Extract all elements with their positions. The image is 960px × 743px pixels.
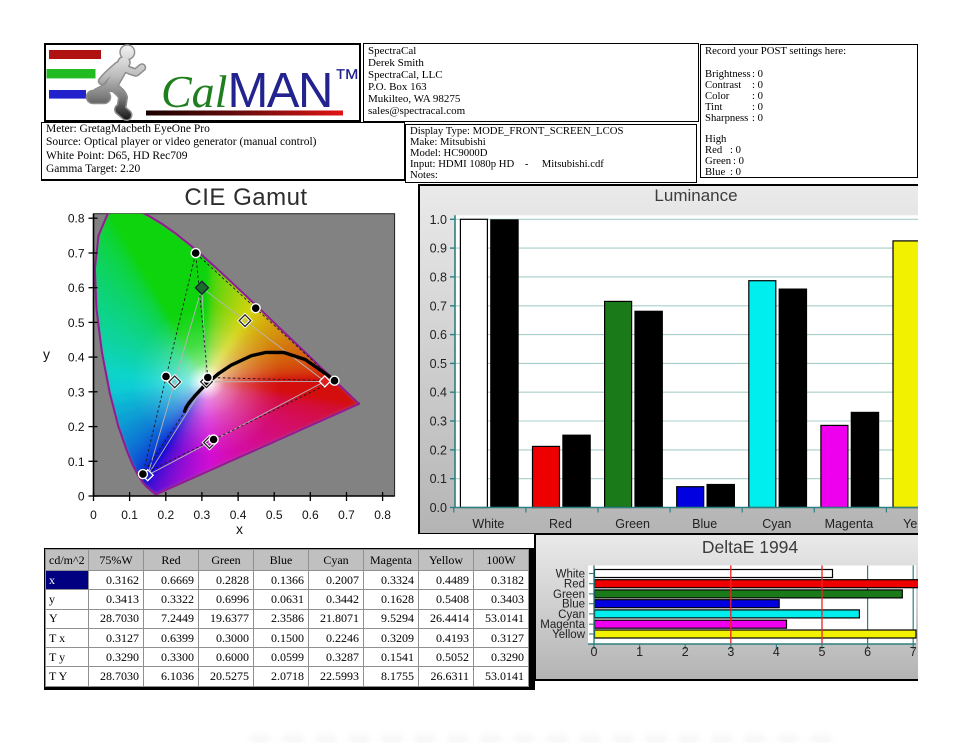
svg-text:0.2: 0.2	[430, 443, 447, 457]
svg-text:0: 0	[78, 490, 85, 504]
svg-text:0.3: 0.3	[194, 508, 211, 522]
svg-text:0.5: 0.5	[266, 508, 283, 522]
svg-text:6: 6	[864, 645, 871, 659]
svg-text:5: 5	[819, 645, 826, 659]
svg-text:0.1: 0.1	[121, 508, 138, 522]
svg-text:Cyan: Cyan	[558, 609, 585, 621]
svg-text:Green: Green	[615, 517, 650, 531]
svg-text:Blue: Blue	[692, 517, 717, 531]
svg-text:Red: Red	[549, 517, 572, 531]
svg-text:0.2: 0.2	[157, 508, 174, 522]
svg-text:2: 2	[682, 645, 689, 659]
svg-text:1.0: 1.0	[430, 213, 447, 227]
svg-text:y: y	[43, 346, 50, 362]
svg-text:0.7: 0.7	[430, 299, 447, 313]
svg-text:0: 0	[591, 645, 598, 659]
svg-text:0.1: 0.1	[430, 472, 447, 486]
svg-text:0.6: 0.6	[302, 508, 319, 522]
svg-text:White: White	[472, 517, 504, 531]
svg-text:0.5: 0.5	[68, 316, 85, 330]
svg-text:0.1: 0.1	[68, 455, 85, 469]
svg-text:0.3: 0.3	[430, 415, 447, 429]
svg-text:Magenta: Magenta	[825, 517, 874, 531]
svg-text:White: White	[556, 569, 585, 581]
svg-text:Blue: Blue	[562, 599, 585, 611]
svg-text:0.4: 0.4	[430, 386, 447, 400]
svg-text:0.4: 0.4	[230, 508, 247, 522]
svg-text:0.8: 0.8	[430, 270, 447, 284]
svg-text:7: 7	[910, 645, 917, 659]
svg-text:0.4: 0.4	[68, 351, 85, 365]
svg-text:0.8: 0.8	[374, 508, 391, 522]
svg-text:0.7: 0.7	[68, 247, 85, 261]
svg-text:0.2: 0.2	[68, 420, 85, 434]
svg-text:0: 0	[90, 508, 97, 522]
svg-text:0.3: 0.3	[68, 385, 85, 399]
svg-text:Red: Red	[564, 579, 585, 591]
svg-text:0.0: 0.0	[430, 501, 447, 515]
svg-text:3: 3	[727, 645, 734, 659]
svg-text:0.6: 0.6	[430, 328, 447, 342]
svg-text:0.5: 0.5	[430, 357, 447, 371]
svg-text:1: 1	[636, 645, 643, 659]
svg-text:Yellow: Yellow	[552, 629, 586, 641]
svg-text:0.7: 0.7	[338, 508, 355, 522]
svg-text:0.6: 0.6	[68, 281, 85, 295]
svg-text:Green: Green	[553, 589, 585, 601]
svg-text:Magenta: Magenta	[540, 619, 585, 631]
svg-text:4: 4	[773, 645, 780, 659]
svg-text:Cyan: Cyan	[762, 517, 791, 531]
svg-text:0.8: 0.8	[68, 212, 85, 226]
svg-text:0.9: 0.9	[430, 242, 447, 256]
svg-text:x: x	[236, 521, 243, 537]
svg-text:Yellow: Yellow	[903, 517, 918, 531]
